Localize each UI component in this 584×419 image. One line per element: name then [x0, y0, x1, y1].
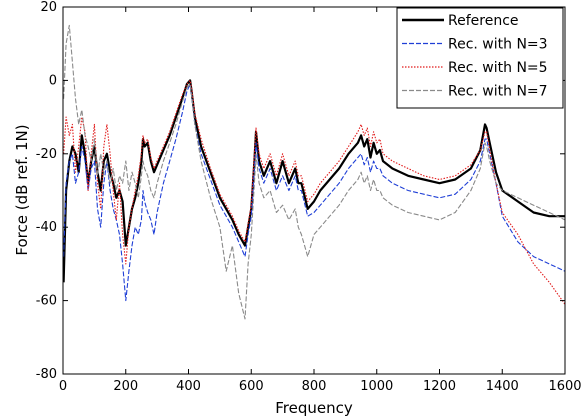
y-tick-label: -60 — [36, 294, 57, 309]
y-axis-title: Force (dB ref. 1N) — [13, 124, 31, 255]
x-tick-label: 0 — [59, 379, 67, 394]
series-line-2 — [63, 83, 566, 302]
legend-label-3: Rec. with N=5 — [448, 60, 548, 76]
series-line-1 — [62, 79, 565, 283]
x-tick-label: 1400 — [486, 379, 519, 394]
x-tick-label: 600 — [239, 379, 264, 394]
y-tick-label: -20 — [36, 147, 57, 162]
series-line-4 — [63, 24, 566, 320]
y-tick-label: -80 — [36, 367, 57, 382]
y-tick-label: 20 — [40, 0, 57, 15]
ticks-layer: 0 200 400 600 800 1000 1200 1400 1600-80-60-40-2… — [36, 0, 582, 394]
x-axis-title: Frequency — [275, 399, 353, 417]
x-tick-label: 800 — [302, 379, 327, 394]
x-tick-label: 1600 — [548, 379, 581, 394]
legend-label-1: Reference — [448, 13, 519, 29]
x-tick-label: 1200 — [423, 379, 456, 394]
y-tick-label: 0 — [49, 73, 57, 88]
legend: Reference Rec. with N=3 Rec. with N=5 Rec. … — [396, 7, 564, 109]
x-tick-label: 200 — [113, 379, 138, 394]
series-layer — [62, 24, 566, 320]
y-tick-label: -40 — [36, 220, 57, 235]
legend-label-4: Rec. with N=7 — [448, 84, 548, 100]
legend-label-2: Rec. with N=3 — [448, 37, 548, 53]
x-tick-label: 1000 — [360, 379, 393, 394]
x-tick-label: 400 — [176, 379, 201, 394]
legend-box — [396, 7, 564, 109]
